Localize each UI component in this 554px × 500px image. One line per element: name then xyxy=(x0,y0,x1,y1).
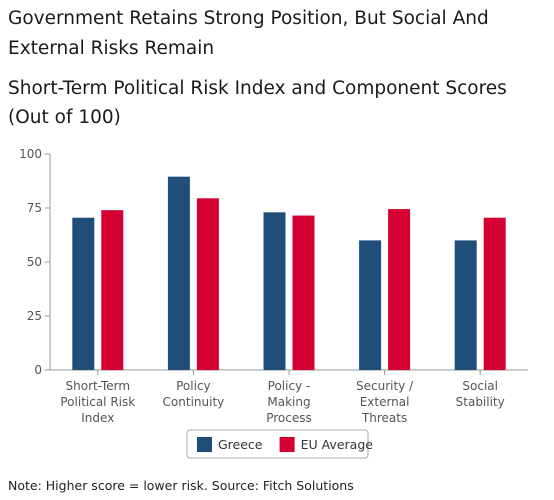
y-tick-label: 100 xyxy=(19,147,42,161)
legend-box xyxy=(186,429,369,459)
category-label: Index xyxy=(81,411,114,425)
category-label: Policy - xyxy=(268,379,311,393)
category-label: Threats xyxy=(361,411,407,425)
bar-greece xyxy=(72,217,95,370)
category-label: Security / xyxy=(356,379,414,393)
x-axis xyxy=(50,369,528,375)
bar-greece xyxy=(454,240,477,370)
category-label: Social xyxy=(462,379,498,393)
legend-swatch-eu-average xyxy=(279,437,295,452)
bar-eu-average xyxy=(196,198,219,370)
chart-subtitle: Short-Term Political Risk Index and Comp… xyxy=(8,78,507,128)
category-label: Continuity xyxy=(163,395,225,409)
y-tick-label: 50 xyxy=(27,255,42,269)
bar-eu-average xyxy=(483,217,506,370)
category-label: Stability xyxy=(456,395,505,409)
category-label: External xyxy=(360,395,410,409)
y-tick-label: 75 xyxy=(27,201,42,215)
bar-greece xyxy=(167,176,190,370)
y-tick-label: 0 xyxy=(34,363,42,377)
y-tick-label: 25 xyxy=(27,309,42,323)
footnote: Note: Higher score = lower risk. Source:… xyxy=(8,478,354,493)
bar-chart: 0 25 50 75 100 Short-Term Political Risk Index… xyxy=(19,147,528,459)
y-axis: 0 25 50 75 100 xyxy=(19,147,51,377)
chart-title: Government Retains Strong Position, But … xyxy=(8,8,489,59)
bar-greece xyxy=(359,240,382,370)
category-label: Making xyxy=(267,395,310,409)
category-label: Political Risk xyxy=(60,395,135,409)
legend-swatch-greece xyxy=(197,437,212,452)
bar-eu-average xyxy=(388,209,411,370)
category-label: Short-Term xyxy=(66,379,131,393)
bar-eu-average xyxy=(101,210,124,370)
bars xyxy=(72,176,506,370)
category-label: Process xyxy=(266,411,312,425)
category-label: Policy xyxy=(176,379,211,393)
legend: Greece EU Average xyxy=(186,429,374,459)
legend-label: Greece xyxy=(218,437,263,452)
bar-eu-average xyxy=(292,215,315,370)
bar-greece xyxy=(263,212,286,370)
legend-label: EU Average xyxy=(301,437,374,452)
category-labels: Short-Term Political Risk Index Policy Conti… xyxy=(60,379,504,425)
